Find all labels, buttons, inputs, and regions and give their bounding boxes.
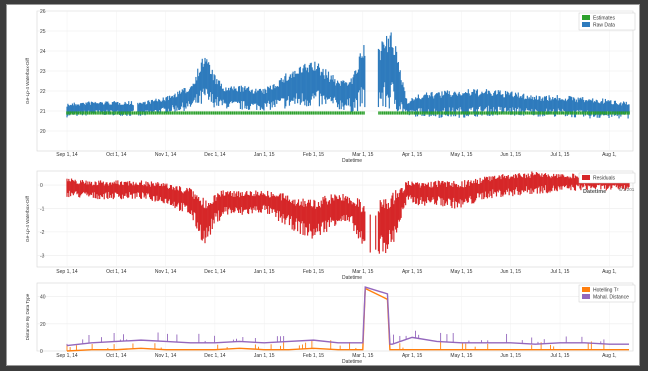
chart-panel-2: 0 -1 -2 -3 Sep 1, 14 Oct 1, 14 Nov 1, 14 Dec 1,… [25,170,636,281]
y-tick-label: 20 [40,322,46,328]
y-tick-label: 23 [40,69,46,75]
y-axis-label: Ge-Lp-4 Waterbox-Diff [25,57,30,104]
legend-swatch [582,22,590,27]
legend-swatch [582,287,590,292]
x-tick-label: Jul 1, 15 [551,152,570,158]
x-tick-label: Apr 1, 15 [402,269,423,275]
y-tick-label: 26 [40,9,46,15]
x-tick-label: Oct 1, 14 [106,353,127,359]
x-tick-label: May 1, 15 [450,353,472,359]
series-line [66,286,630,347]
legend-label: Mahal. Distance [593,295,629,301]
y-axis-label: Ge-Lp-4 Waterbox-Diff [25,195,30,242]
x-tick-label: Mar 1, 15 [352,269,373,275]
series-residuals [66,171,630,254]
x-tick-label: May 1, 15 [450,152,472,158]
x-tick-label: Feb 1, 15 [303,353,324,359]
legend-swatch [582,15,590,20]
tooltip-label: Datetime [583,189,606,195]
series-estimates [66,111,630,115]
y-tick-label: -2 [40,230,45,236]
x-axis-label: Datetime [342,275,362,281]
y-tick-label: 20 [40,129,46,135]
x-tick-label: Oct 1, 14 [106,152,127,158]
y-tick-label: -3 [40,253,45,259]
y-axis-label: Distance By Data Type [25,293,30,340]
chart-panel-3: 0 20 40 Sep 1, 14 Oct 1, 14 Nov 1, 14 Dec 1, 1… [25,282,636,365]
x-tick-label: Nov 1, 14 [155,152,177,158]
y-tick-label: 21 [40,109,46,115]
x-tick-label: Jun 1, 15 [500,353,521,359]
legend-swatch [582,175,590,180]
legend-label: Residuals [593,176,615,182]
x-tick-label: Feb 1, 15 [303,152,324,158]
y-tick-label: 0 [40,349,43,355]
x-tick-label: Feb 1, 15 [303,269,324,275]
x-tick-label: Nov 1, 14 [155,269,177,275]
legend: Residuals [578,172,636,184]
x-tick-label: Nov 1, 14 [155,353,177,359]
x-tick-label: Aug 1, [602,269,616,275]
x-tick-label: Jan 1, 15 [254,152,275,158]
y-tick-label: 0 [40,183,43,189]
x-tick-label: Mar 1, 15 [352,353,373,359]
x-axis-label: Datetime [342,158,362,164]
legend-label: Estimates [593,16,615,22]
x-tick-label: Apr 1, 15 [402,353,423,359]
legend-label: Raw Data [593,23,615,29]
tooltip-value: 5/1/201 [619,187,635,192]
y-tick-label: 25 [40,29,46,35]
chart-canvas: 20 21 22 23 24 25 26 Sep 1, 14 Oct 1, 14 Nov 1, 1… [25,9,636,365]
legend-label: Hotelling T² [593,288,619,294]
y-tick-label: -1 [40,206,45,212]
x-tick-label: Sep 1, 14 [56,269,78,275]
legend-box [578,284,636,303]
x-tick-label: May 1, 15 [450,269,472,275]
x-axis-label: Datetime [342,359,362,365]
chart-window: 20 21 22 23 24 25 26 Sep 1, 14 Oct 1, 14 Nov 1, 1… [6,4,640,366]
legend-box [578,12,636,31]
x-tick-label: Aug 1, [602,353,616,359]
x-tick-label: Sep 1, 14 [56,353,78,359]
x-tick-label: Jul 1, 15 [551,269,570,275]
x-tick-label: Mar 1, 15 [352,152,373,158]
y-tick-label: 22 [40,89,46,95]
x-tick-label: Jun 1, 15 [500,269,521,275]
x-tick-label: Dec 1, 14 [204,353,226,359]
x-tick-label: Jun 1, 15 [500,152,521,158]
x-tick-label: Dec 1, 14 [204,152,226,158]
series-mahal-distance [66,286,630,347]
series-raw-data [66,32,630,119]
x-tick-label: Oct 1, 14 [106,269,127,275]
chart-panel-1: 20 21 22 23 24 25 26 Sep 1, 14 Oct 1, 14 Nov 1, 1… [25,9,636,164]
x-tick-label: Aug 1, [602,152,616,158]
x-tick-label: Dec 1, 14 [204,269,226,275]
x-tick-label: Sep 1, 14 [56,152,78,158]
x-tick-label: Apr 1, 15 [402,152,423,158]
legend-box [578,172,636,184]
y-tick-label: 40 [40,295,46,301]
x-tick-label: Jan 1, 15 [254,269,275,275]
legend-swatch [582,294,590,299]
plot-area [36,282,634,352]
x-tick-label: Jan 1, 15 [254,353,275,359]
y-tick-label: 24 [40,49,46,55]
x-tick-label: Jul 1, 15 [551,353,570,359]
